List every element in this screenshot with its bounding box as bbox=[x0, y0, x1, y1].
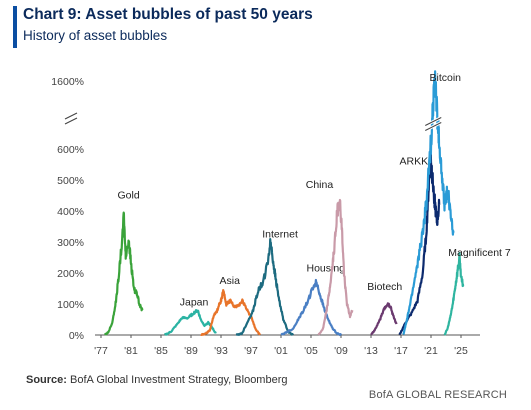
x-tick-label: '93 bbox=[214, 345, 228, 357]
y-tick-label: 500% bbox=[57, 175, 84, 187]
series-line-asia bbox=[200, 289, 261, 336]
title-accent-bar bbox=[13, 6, 17, 48]
series-label-biotech: Biotech bbox=[367, 281, 402, 293]
series-label-japan: Japan bbox=[180, 297, 209, 309]
series-label-arkk: ARKK bbox=[400, 156, 429, 168]
series-line-bitcoin bbox=[402, 70, 455, 336]
brand-footer: BofA GLOBAL RESEARCH bbox=[368, 389, 507, 401]
series-line-japan bbox=[163, 309, 217, 336]
series-label-gold: Gold bbox=[118, 190, 140, 202]
y-tick-label: 400% bbox=[57, 206, 84, 218]
series-line-internet bbox=[235, 238, 294, 336]
series-label-china: China bbox=[306, 179, 334, 191]
x-tick-label: '77 bbox=[94, 345, 108, 357]
series-line-biotech bbox=[370, 302, 398, 336]
x-tick-label: '01 bbox=[274, 345, 288, 357]
series-line-housing bbox=[280, 278, 342, 337]
chart-subtitle: History of asset bubbles bbox=[23, 28, 168, 43]
x-tick-label: '09 bbox=[334, 345, 348, 357]
x-tick-label: '89 bbox=[184, 345, 198, 357]
y-tick-label: 1600% bbox=[51, 76, 84, 88]
chart-area: 0% 100% 200% 300% 400% 500% 600% 1600% '77 '81 '85… bbox=[51, 70, 511, 357]
series-break-mark bbox=[425, 122, 442, 131]
x-tick-label: '05 bbox=[304, 345, 318, 357]
y-tick-label: 0% bbox=[69, 330, 84, 342]
y-tick-label: 200% bbox=[57, 268, 84, 280]
x-tick-label: '81 bbox=[124, 345, 138, 357]
y-tick-label: 600% bbox=[57, 144, 84, 156]
series-label-bitcoin: Bitcoin bbox=[430, 72, 462, 84]
axis-break-mark bbox=[64, 117, 78, 125]
y-tick-label: 300% bbox=[57, 237, 84, 249]
source-note: Source: BofA Global Investment Strategy,… bbox=[26, 374, 288, 386]
series-label-magnificent-7: Magnificent 7 bbox=[448, 247, 511, 259]
x-tick-label: '25 bbox=[454, 345, 468, 357]
series-line-china bbox=[317, 198, 354, 336]
series-line-magnificent-7 bbox=[443, 251, 465, 336]
y-tick-label: 100% bbox=[57, 299, 84, 311]
series-line-gold bbox=[104, 211, 144, 336]
source-text: BofA Global Investment Strategy, Bloombe… bbox=[66, 374, 288, 386]
series-label-asia: Asia bbox=[220, 275, 241, 287]
series-label-housing: Housing bbox=[307, 262, 346, 274]
chart-title: Chart 9: Asset bubbles of past 50 years bbox=[23, 6, 313, 23]
x-tick-label: '21 bbox=[424, 345, 438, 357]
source-label: Source: bbox=[26, 374, 67, 386]
axis-break-mark bbox=[64, 112, 78, 120]
x-tick-label: '85 bbox=[154, 345, 168, 357]
series-label-internet: Internet bbox=[262, 228, 298, 240]
series-break-mark bbox=[425, 117, 442, 126]
x-tick-label: '17 bbox=[394, 345, 408, 357]
series-line-arkk bbox=[398, 146, 441, 336]
x-tick-label: '13 bbox=[364, 345, 378, 357]
x-tick-label: '97 bbox=[244, 345, 258, 357]
